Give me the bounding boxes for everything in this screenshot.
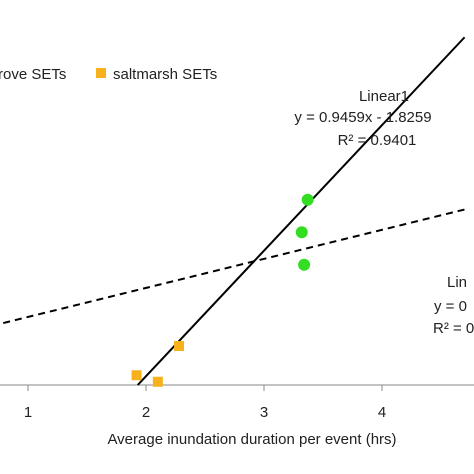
legend: rove SETs saltmarsh SETs [0, 66, 217, 83]
x-tick-label: 4 [378, 404, 386, 421]
legend-label-circle: rove SETs [0, 66, 66, 83]
x-tick-label: 1 [24, 404, 32, 421]
trendline-linear1 [137, 36, 466, 386]
trendline-r2-linear1: R² = 0.9401 [338, 132, 417, 149]
point-layer [131, 193, 314, 387]
data-point-square [131, 370, 142, 381]
data-point-circle [301, 193, 314, 206]
trendline-annotation-linear1: Linear1 y = 0.9459x - 1.8259 R² = 0.9401 [294, 88, 431, 149]
legend-label-square: saltmarsh SETs [113, 66, 217, 83]
x-axis-label: Average inundation duration per event (h… [107, 431, 396, 448]
data-point-circle [298, 258, 311, 271]
data-point-square [174, 341, 185, 351]
x-ticks: 1 2 3 4 [24, 385, 386, 421]
trendline-name-lin: Lin [447, 274, 467, 291]
data-point-square [152, 376, 163, 387]
trendline-layer [0, 36, 466, 386]
trendline-annotation-lin: Lin y = 0 R² = 0 [433, 274, 474, 337]
legend-marker-square [96, 68, 106, 78]
trendline-r2-lin: R² = 0 [433, 320, 474, 337]
data-point-circle [295, 226, 308, 239]
trendline-equation-lin: y = 0 [434, 298, 467, 315]
trendline-name-linear1: Linear1 [359, 88, 409, 105]
x-tick-label: 2 [142, 404, 150, 421]
trendline-lin [0, 208, 465, 325]
x-tick-label: 3 [260, 404, 268, 421]
trendline-equation-linear1: y = 0.9459x - 1.8259 [294, 109, 431, 126]
